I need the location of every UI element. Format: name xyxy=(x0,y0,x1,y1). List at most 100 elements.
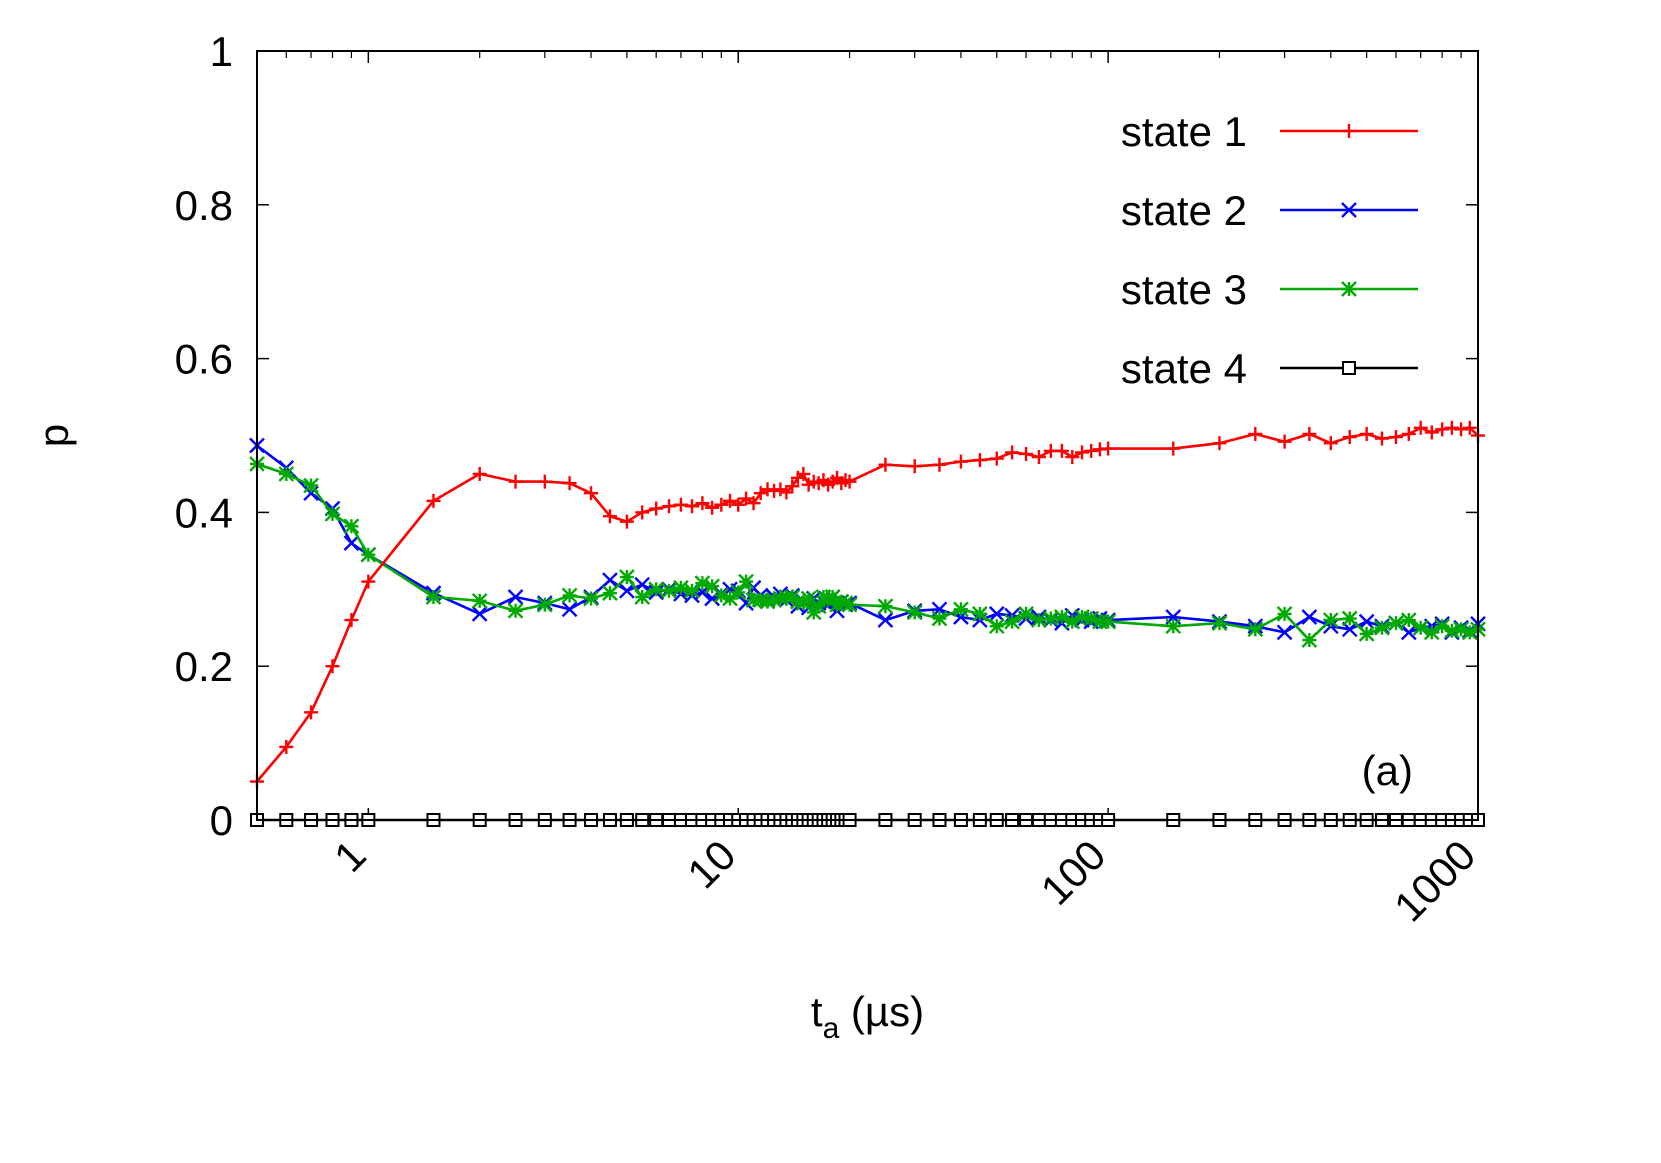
data-point xyxy=(1019,446,1034,461)
data-point xyxy=(972,453,987,468)
data-point xyxy=(841,596,858,613)
data-point xyxy=(694,575,711,591)
data-point xyxy=(695,496,710,511)
x-axis-label-unit: (µs) xyxy=(839,988,924,1035)
data-point xyxy=(1435,422,1450,437)
y-tick-labels: 0 0.2 0.4 0.6 0.8 1 xyxy=(175,28,233,844)
data-point xyxy=(661,582,677,599)
y-tick-label: 0.2 xyxy=(175,643,233,690)
y-tick-label: 1 xyxy=(210,28,233,75)
data-point xyxy=(507,602,524,619)
data-point xyxy=(619,582,635,599)
x-tick-label: 1 xyxy=(325,831,375,881)
x-tick-labels: 1 10 100 1000 xyxy=(325,831,1484,930)
data-point xyxy=(1302,426,1317,441)
data-point xyxy=(425,589,442,605)
data-point xyxy=(953,454,968,469)
data-point xyxy=(796,466,811,481)
x-axis-label-subscript: a xyxy=(823,1012,840,1045)
x-axis-label: ta (µs) xyxy=(811,988,924,1045)
data-point xyxy=(1247,621,1264,638)
data-point xyxy=(767,483,782,498)
data-point xyxy=(561,601,578,618)
data-point xyxy=(1084,443,1099,458)
data-point xyxy=(1454,422,1469,437)
data-point xyxy=(800,590,817,607)
y-tick-label: 0.6 xyxy=(175,336,233,383)
legend-label: state 4 xyxy=(1121,345,1247,392)
legend-item: state 3 xyxy=(1121,266,1418,313)
data-point xyxy=(1065,450,1080,465)
data-point xyxy=(662,499,677,514)
data-point xyxy=(1054,443,1069,458)
data-point xyxy=(673,579,689,596)
data-point xyxy=(1400,612,1417,628)
data-point xyxy=(1401,426,1416,441)
data-point xyxy=(810,598,827,615)
data-point xyxy=(685,499,700,514)
data-point xyxy=(602,572,618,588)
axis-ticks xyxy=(256,50,1479,821)
data-point xyxy=(508,474,523,489)
data-point xyxy=(343,535,360,552)
data-point xyxy=(1276,606,1293,622)
data-point xyxy=(704,590,720,607)
legend-item: state 2 xyxy=(1121,187,1418,234)
data-point xyxy=(1100,613,1116,630)
panel-annotation: (a) xyxy=(1362,747,1413,794)
legend-label: state 1 xyxy=(1121,108,1247,155)
data-point xyxy=(731,497,746,512)
x-axis-label-main: t xyxy=(811,988,823,1035)
data-point xyxy=(1341,281,1357,297)
data-point xyxy=(325,659,340,674)
legend-label: state 3 xyxy=(1121,266,1247,313)
data-point xyxy=(634,589,651,605)
data-point xyxy=(304,705,319,720)
data-point xyxy=(1358,613,1375,630)
data-point xyxy=(877,612,894,628)
data-point xyxy=(1301,632,1318,648)
data-point xyxy=(1342,124,1356,138)
legend-label: state 2 xyxy=(1121,187,1247,234)
data-point xyxy=(471,606,488,622)
data-point xyxy=(739,491,754,506)
data-point xyxy=(635,505,650,520)
data-point xyxy=(1031,612,1047,628)
data-point xyxy=(1388,615,1404,631)
data-point xyxy=(746,496,761,511)
data-point xyxy=(303,477,319,494)
data-point xyxy=(1424,425,1439,440)
data-point xyxy=(344,613,359,628)
data-point xyxy=(1276,624,1293,641)
data-point xyxy=(1453,621,1469,638)
data-point xyxy=(1277,434,1292,449)
data-point xyxy=(931,610,948,627)
data-point xyxy=(773,482,788,497)
data-point xyxy=(1301,609,1318,625)
data-point xyxy=(324,506,341,522)
data-point xyxy=(471,592,488,609)
x-tick-label: 10 xyxy=(678,831,744,897)
data-point xyxy=(745,592,762,608)
data-point xyxy=(722,590,738,607)
data-point xyxy=(1031,450,1046,465)
legend-item: state 4 xyxy=(1121,345,1418,392)
data-point xyxy=(536,596,553,613)
data-point xyxy=(705,500,720,515)
data-point xyxy=(1018,606,1034,622)
data-point xyxy=(1341,610,1358,627)
x-tick-label: 1000 xyxy=(1385,831,1484,930)
data-point xyxy=(562,476,577,491)
data-point xyxy=(1322,612,1339,628)
data-point xyxy=(278,466,295,482)
data-point xyxy=(1444,420,1459,435)
series-state-3 xyxy=(249,456,1486,648)
data-point xyxy=(1005,445,1020,460)
data-point xyxy=(1083,610,1100,627)
data-point xyxy=(760,482,775,497)
data-point xyxy=(1374,431,1389,446)
data-point xyxy=(738,573,754,590)
data-point xyxy=(877,598,894,615)
series-state-1 xyxy=(250,420,1485,789)
data-point xyxy=(1212,436,1227,451)
